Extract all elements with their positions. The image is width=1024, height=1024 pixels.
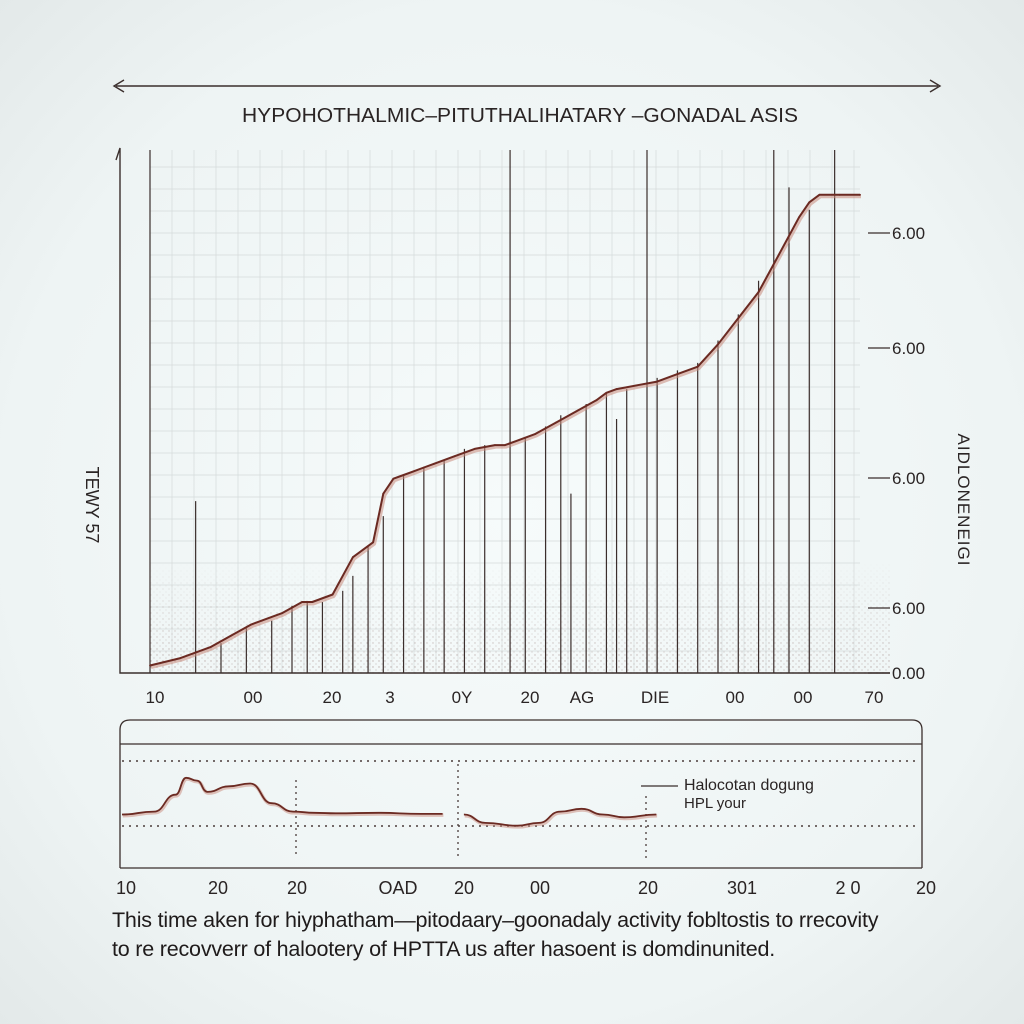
right-axis-label: AIDLONENEIGI	[954, 434, 973, 567]
lower-annotation-line-2: HPL your	[684, 795, 746, 812]
lower-curve-shadow	[464, 808, 658, 829]
x-tick-label: DIE	[641, 688, 669, 707]
data-point	[179, 657, 182, 659]
x-tick-label: AG	[570, 688, 595, 707]
data-point	[504, 444, 506, 447]
data-point	[595, 399, 598, 402]
lower-x-tick-label: 301	[727, 878, 757, 898]
lower-x-tick-label: 10	[116, 878, 136, 898]
y-tick-label: 6.00	[892, 599, 925, 618]
main-curve-group	[149, 193, 861, 669]
lower-x-tick-label: 2 0	[835, 878, 860, 898]
lower-curves	[121, 776, 658, 829]
data-point	[433, 462, 435, 465]
data-point	[392, 477, 395, 480]
lower-panel-frame	[119, 719, 923, 869]
x-tick-label: 20	[521, 688, 540, 707]
lower-annotation-line-1: Halocotan dogung	[684, 777, 814, 794]
y-tick-label: 6.00	[892, 224, 925, 243]
y-tick-label: 6.00	[892, 339, 925, 358]
x-tick-label: 3	[385, 688, 394, 707]
data-point	[757, 291, 760, 293]
left-axis-label: TEWY 57	[82, 467, 102, 544]
chart-title: HYPOHOTHALMIC–PITUTHALIHATARY –GONADAL A…	[242, 105, 798, 127]
main-x-ticks: 10 00 20 3 0Y 20 AG DIE 00 00 70	[146, 688, 884, 707]
data-point	[656, 380, 659, 383]
stipple-shading	[150, 560, 890, 675]
data-point	[777, 253, 780, 256]
data-point	[575, 410, 577, 413]
data-point	[402, 474, 405, 476]
lower-x-tick-label: 20	[638, 878, 658, 898]
lower-x-ticks: 10 20 20 OAD 20 00 20 301 2 0 20	[116, 878, 936, 898]
data-point	[412, 470, 415, 473]
data-curve-shadow	[150, 194, 861, 669]
x-tick-label: 20	[323, 688, 342, 707]
data-point	[382, 492, 385, 495]
top-range-arrow	[112, 79, 942, 93]
lower-x-tick-label: 20	[208, 878, 228, 898]
data-point	[230, 634, 233, 637]
data-point	[453, 455, 456, 458]
lower-x-tick-label: 20	[916, 878, 936, 898]
data-point	[534, 433, 537, 435]
data-point	[635, 384, 638, 387]
data-point	[514, 440, 517, 443]
lower-curve-1	[121, 776, 443, 816]
lower-curve-shadow	[122, 777, 444, 818]
data-point	[554, 421, 557, 424]
data-point	[717, 343, 719, 346]
data-point	[311, 601, 314, 603]
main-y-ticks: 0.00 6.00 6.00 6.00 6.00	[868, 224, 925, 683]
lower-curve-2	[463, 807, 657, 827]
data-point	[605, 391, 608, 394]
data-point	[818, 193, 821, 196]
data-point	[473, 447, 476, 450]
data-point	[493, 444, 496, 447]
data-point	[676, 373, 679, 376]
data-point	[838, 193, 841, 196]
x-tick-label: 00	[726, 688, 745, 707]
vertical-stems	[149, 150, 836, 673]
data-point	[250, 623, 253, 626]
data-point	[351, 556, 354, 559]
y-tick-label: 0.00	[892, 664, 925, 683]
main-axes	[115, 147, 890, 674]
data-point	[737, 317, 740, 320]
data-point	[209, 645, 212, 648]
lower-x-tick-label: 20	[287, 878, 307, 898]
lower-x-tick-label: 00	[530, 878, 550, 898]
lower-x-tick-label: OAD	[378, 878, 417, 898]
caption-line-1: This time aken for hiyphatham—pitodaary–…	[112, 908, 879, 932]
data-point	[372, 541, 375, 544]
caption-line-2: to re recovverr of halootery of HPTTA us…	[112, 937, 775, 961]
main-axis-frame	[115, 147, 890, 674]
data-point	[615, 388, 618, 390]
data-point	[859, 193, 861, 196]
data-point	[798, 216, 801, 219]
data-point	[808, 201, 811, 204]
x-tick-label: 70	[865, 688, 884, 707]
x-tick-label: 00	[244, 688, 263, 707]
data-point	[301, 601, 304, 603]
data-point	[280, 612, 283, 615]
x-tick-label: 00	[794, 688, 813, 707]
y-tick-label: 6.00	[892, 469, 925, 488]
x-tick-label: 10	[146, 688, 165, 707]
lower-x-tick-label: 20	[454, 878, 474, 898]
figure-caption: This time aken for hiyphatham—pitodaary–…	[112, 906, 942, 964]
data-point	[149, 664, 151, 667]
x-tick-label: 0Y	[452, 688, 473, 707]
data-point	[422, 466, 425, 469]
data-point	[331, 593, 334, 596]
data-point	[696, 365, 699, 368]
